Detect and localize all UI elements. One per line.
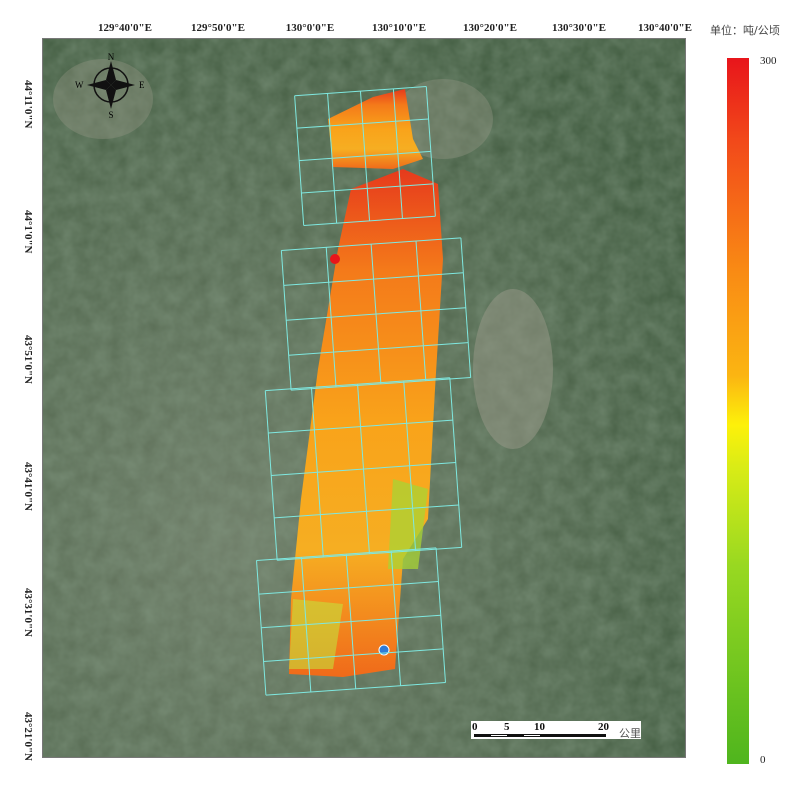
longitude-label: 130°30'0"E — [552, 22, 606, 34]
hotspot-marker — [330, 254, 340, 264]
grid-line — [277, 546, 462, 561]
grid-line — [274, 504, 459, 519]
scale-unit: 公里 — [619, 727, 641, 740]
tile-grid-block — [294, 86, 436, 226]
grid-line — [291, 377, 471, 391]
grid-line — [303, 215, 436, 226]
latitude-label: 43°41'0"N — [22, 462, 34, 512]
scale-tick-5: 5 — [504, 721, 510, 733]
grid-line — [265, 682, 446, 696]
legend-unit: 单位：吨/公顷 — [710, 24, 780, 37]
grid-line — [258, 581, 439, 595]
grid-line — [256, 547, 437, 561]
latitude-label: 43°21'0"N — [22, 712, 34, 762]
scale-tick-0: 0 — [472, 721, 478, 733]
town-area — [53, 59, 153, 139]
latitude-label: 44°1'0"N — [22, 210, 34, 254]
grid-line — [296, 118, 429, 129]
latitude-label: 43°51'0"N — [22, 335, 34, 385]
tile-grid-block — [264, 377, 463, 561]
longitude-label: 129°40'0"E — [98, 22, 152, 34]
tile-grid-block — [280, 237, 472, 391]
grid-line — [265, 377, 450, 392]
compass-s: S — [108, 110, 113, 120]
north-arrow: N S E W — [75, 52, 145, 120]
legend-color-ramp — [727, 58, 749, 764]
grid-line — [283, 272, 464, 286]
image-tile-grid — [256, 86, 472, 696]
grid-line — [299, 150, 431, 162]
grid-line — [264, 390, 278, 561]
legend-min: 0 — [760, 754, 766, 766]
compass-e: E — [139, 80, 145, 90]
longitude-label: 130°40'0"E — [638, 22, 692, 34]
grid-line — [268, 419, 453, 434]
grid-line — [281, 237, 461, 251]
compass-w: W — [75, 80, 84, 90]
town-area — [393, 79, 493, 159]
longitude-label: 130°10'0"E — [372, 22, 426, 34]
compass-n: N — [108, 52, 115, 62]
scale-tick-20: 20 — [598, 721, 609, 733]
low-biomass-patch — [388, 479, 428, 569]
grid-line — [263, 648, 444, 662]
grid-line — [286, 307, 466, 321]
biomass-swath-top — [328, 89, 423, 169]
longitude-label: 130°0'0"E — [285, 22, 335, 34]
grid-line — [261, 614, 441, 629]
grid-line — [301, 183, 434, 194]
grid-line — [294, 86, 427, 97]
scale-bar: 0 5 10 20 公里 — [471, 721, 641, 740]
map-frame: N S E W 0 5 10 20 公里 — [42, 38, 686, 758]
legend-max: 300 — [760, 55, 777, 67]
scale-tick-10: 10 — [534, 721, 545, 733]
low-biomass-patch — [289, 599, 343, 669]
longitude-label: 129°50'0"E — [191, 22, 245, 34]
grid-line — [288, 342, 469, 356]
latitude-label: 44°11'0"N — [22, 80, 34, 129]
grid-line — [271, 462, 456, 476]
latitude-label: 43°31'0"N — [22, 588, 34, 638]
tile-grid-block — [256, 547, 446, 696]
longitude-label: 130°20'0"E — [463, 22, 517, 34]
town-area — [473, 289, 553, 449]
map-canvas[interactable]: N S E W — [43, 39, 685, 757]
